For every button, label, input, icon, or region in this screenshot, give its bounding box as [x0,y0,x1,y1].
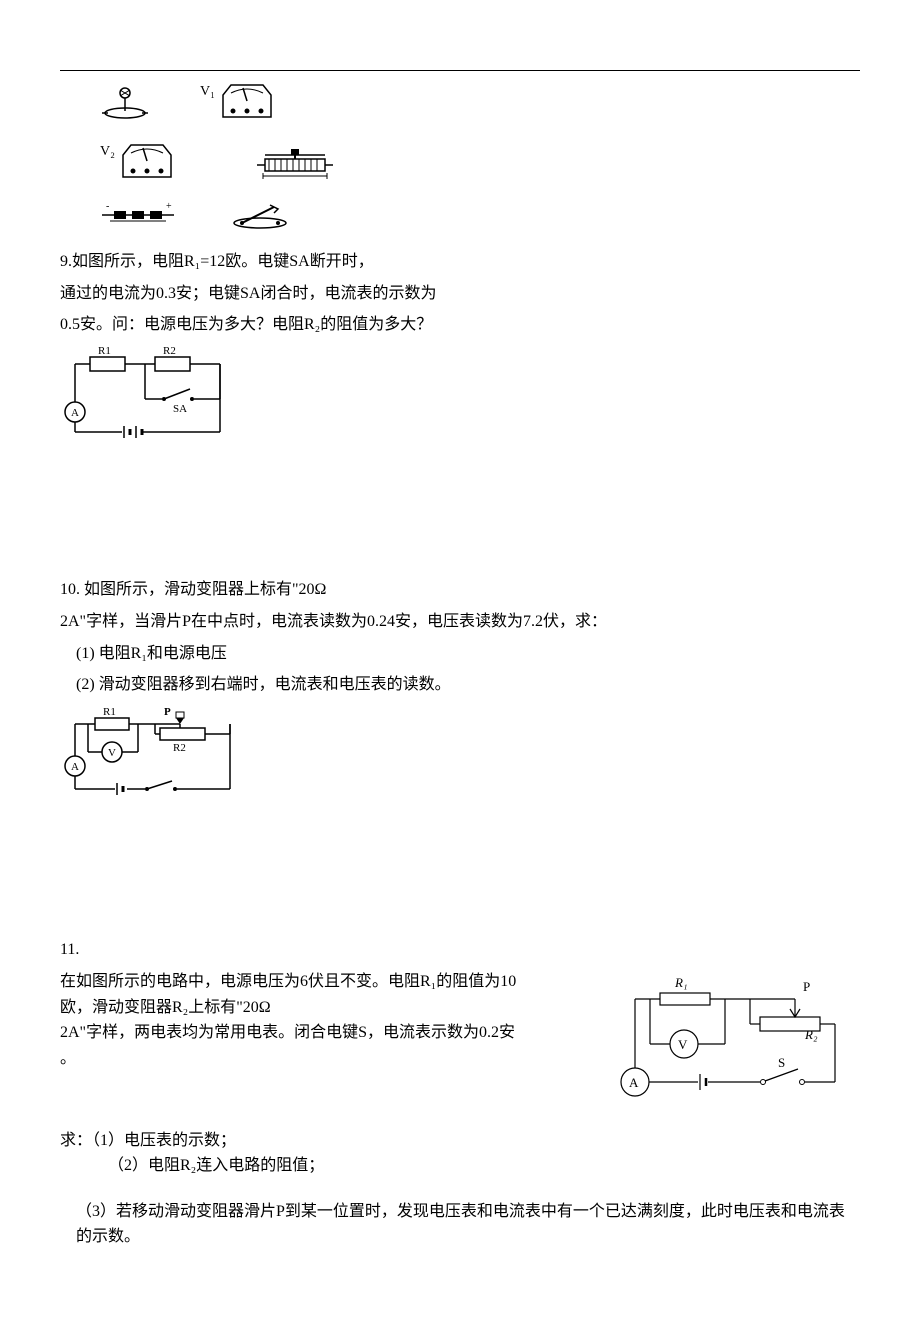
problem-10: 10. 如图所示，滑动变阻器上标有"20Ω 2A"字样，当滑片P在中点时，电流表… [60,577,860,807]
p10-text-1: 10. 如图所示，滑动变阻器上标有"20Ω [60,577,860,603]
battery-icon: - + [100,201,180,229]
p9-circuit-icon: R1 R2 SA A [60,344,230,439]
p9-text-1: 9.如图所示，电阻R₁=12欧。电键SA断开时， [60,249,860,275]
p11-circuit-icon: R₁ P R₂ V A [620,969,850,1099]
v2-text: V₂ [100,141,115,163]
p11-q3: （3）若移动滑动变阻器滑片P到某一位置时，发现电压表和电流表中有一个已达满刻度，… [60,1199,860,1250]
svg-text:V: V [678,1037,688,1052]
svg-text:R₁: R₁ [674,975,687,990]
svg-text:+: + [166,201,172,212]
p10-circuit-icon: R1 R2 P A V [60,704,240,799]
svg-text:S: S [778,1055,785,1070]
switch-icon [230,201,290,229]
p9-text-2: 通过的电流为0.3安；电键SA闭合时，电流表的示数为 [60,281,860,307]
bulb-icon [100,83,150,119]
svg-text:A: A [629,1075,639,1090]
p11-q2: （2）电阻R₂连入电路的阻值； [60,1153,860,1179]
problem-9: 9.如图所示，电阻R₁=12欧。电键SA断开时， 通过的电流为0.3安；电键SA… [60,249,860,447]
svg-text:V: V [108,747,116,759]
p10-sub2: (2) 滑动变阻器移到右端时，电流表和电压表的读数。 [60,672,860,698]
p11-line2: 在如图所示的电路中，电源电压为6伏且不变。电阻R₁的阻值为10 [60,969,590,995]
page-top-rule [60,70,860,71]
p11-line4: 2A"字样，两电表均为常用电表。闭合电键S，电流表示数为0.2安 [60,1020,590,1046]
svg-text:A: A [71,761,79,773]
voltmeter-v2-icon [119,141,175,181]
svg-text:P: P [164,706,171,718]
svg-text:R2: R2 [173,742,186,754]
p11-line1: 11. [60,937,860,963]
svg-text:R1: R1 [98,345,111,357]
voltmeter-v1-icon [219,81,275,121]
svg-text:A: A [71,407,79,419]
svg-text:-: - [106,201,109,212]
svg-text:R1: R1 [103,706,116,718]
p9-text-3: 0.5安。问：电源电压为多大？电阻R₂的阻值为多大？ [60,312,860,338]
svg-text:R₂: R₂ [804,1027,818,1042]
problem-11: 11. 在如图所示的电路中，电源电压为6伏且不变。电阻R₁的阻值为10 欧，滑动… [60,937,860,1250]
svg-text:SA: SA [173,403,187,415]
p10-text-2: 2A"字样，当滑片P在中点时，电流表读数为0.24安，电压表读数为7.2伏，求： [60,609,860,635]
rheostat-icon [255,141,335,181]
p11-line3: 欧，滑动变阻器R₂上标有"20Ω [60,995,590,1021]
svg-text:R2: R2 [163,345,176,357]
p11-line5: 。 [60,1046,590,1072]
p11-q-lead: 求：（1）电压表的示数； [60,1128,860,1154]
v1-text: V₁ [200,81,215,103]
p10-sub1: (1) 电阻R₁和电源电压 [60,641,860,667]
component-grid: V₁ V₂ [100,81,860,229]
svg-text:P: P [803,979,810,994]
